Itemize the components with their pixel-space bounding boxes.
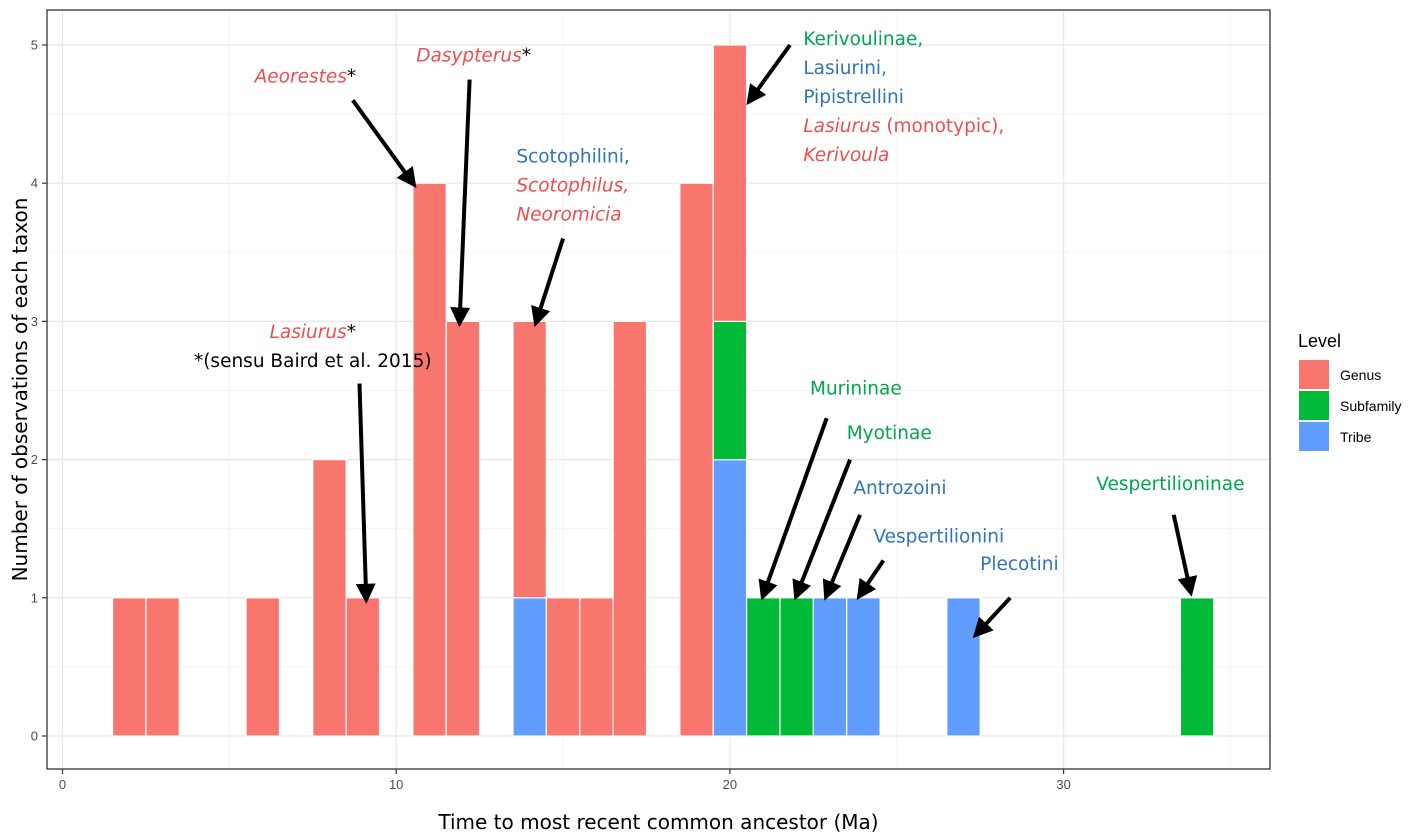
annotation-label: Plecotini — [980, 554, 1058, 575]
bar-genus-16 — [579, 597, 614, 737]
annotation-7: Antrozoini — [822, 478, 947, 601]
y-axis-ticks: 0 1 2 3 4 5 — [31, 38, 47, 744]
annotation-arrow — [351, 99, 417, 189]
annotation-arrow — [531, 237, 565, 328]
bar-genus-8 — [312, 459, 347, 737]
annotation-arrow — [758, 417, 829, 601]
annotation-arrow — [746, 43, 792, 106]
x-tick-label: 10 — [389, 777, 403, 792]
annotation-label: Scotophilus, — [516, 175, 629, 196]
x-tick-label: 20 — [723, 777, 737, 792]
bar-genus-17 — [612, 320, 648, 737]
y-tick-label: 2 — [31, 452, 38, 467]
annotation-label: Murininae — [810, 379, 902, 400]
bar-tribe-23 — [812, 597, 848, 737]
legend-label-subfamily: Subfamily — [1340, 398, 1401, 414]
bar-subfamily-22 — [779, 597, 814, 737]
annotation-label: Lasiurini, — [803, 58, 887, 79]
annotation-label: Myotinae — [847, 423, 932, 444]
annotation-5: Murininae — [758, 379, 902, 601]
bar-genus-20 — [712, 44, 748, 322]
annotation-6: Myotinae — [792, 423, 932, 601]
bar-tribe-24 — [846, 597, 881, 737]
annotation-arrow — [355, 383, 376, 604]
annotation-arrow — [792, 458, 852, 601]
bar-tribe-20 — [712, 459, 748, 737]
annotation-arrow — [822, 514, 862, 601]
annotation-arrow — [1171, 514, 1198, 597]
bar-subfamily-20 — [712, 320, 748, 461]
bar-genus-9 — [345, 597, 381, 737]
annotation-3: Scotophilini, Scotophilus, Neoromicia — [516, 146, 630, 328]
bar-genus-11 — [412, 182, 447, 737]
annotation-label: Vespertilioninae — [1096, 474, 1244, 495]
y-tick-label: 5 — [31, 38, 38, 53]
annotation-label: Dasypterus* — [416, 46, 531, 67]
annotation-label: Lasiurus (monotypic), — [803, 116, 1004, 137]
bar-tribe-14 — [512, 597, 547, 737]
legend-label-tribe: Tribe — [1340, 429, 1372, 445]
y-tick-label: 3 — [31, 314, 38, 329]
annotation-label: Lasiurus* — [270, 322, 356, 343]
bar-genus-2 — [111, 597, 147, 737]
annotation-arrow — [972, 596, 1012, 639]
annotation-label: Vespertilionini — [873, 527, 1004, 548]
annotation-label: Antrozoini — [853, 478, 946, 499]
x-axis-title: Time to most recent common ancestor (Ma) — [437, 810, 878, 834]
legend-title: Level — [1298, 331, 1341, 351]
annotation-arrow — [450, 79, 472, 328]
legend-key-subfamily — [1299, 391, 1329, 420]
bars — [111, 44, 1215, 737]
plot-panel — [47, 10, 1270, 769]
y-tick-label: 4 — [31, 176, 38, 191]
legend-key-genus — [1299, 360, 1329, 389]
annotation-label: Kerivoula — [803, 145, 889, 166]
annotation-label: *(sensu Baird et al. 2015) — [194, 351, 432, 372]
annotation-9: Plecotini — [972, 554, 1059, 639]
annotation-2: Lasiurus* *(sensu Baird et al. 2015) — [194, 322, 432, 604]
x-tick-label: 30 — [1056, 777, 1070, 792]
bar-genus-6 — [245, 597, 281, 737]
bar-genus-19 — [679, 182, 714, 737]
bar-genus-3 — [145, 597, 180, 737]
annotation-0: Aeorestes* — [254, 66, 417, 189]
plot-border — [46, 9, 1271, 770]
bar-tribe-27 — [946, 597, 981, 737]
y-axis-title: Number of observations of each taxon — [8, 198, 32, 582]
annotation-1: Dasypterus* — [416, 46, 531, 328]
bar-genus-14 — [512, 320, 547, 599]
annotation-8: Vespertilionini — [856, 527, 1004, 601]
annotation-10: Vespertilioninae — [1096, 474, 1245, 597]
annotations: Aeorestes* Dasypterus* Lasiurus* *(sensu Ba… — [194, 29, 1245, 639]
legend: Level Genus Subfamily Tribe — [1298, 331, 1401, 451]
y-tick-label: 1 — [31, 590, 38, 605]
legend-label-genus: Genus — [1340, 367, 1381, 383]
bar-subfamily-34 — [1179, 597, 1215, 737]
bar-genus-12 — [445, 320, 481, 737]
annotation-label: Scotophilini, — [516, 146, 629, 167]
annotation-arrow — [856, 559, 886, 601]
bar-genus-15 — [545, 597, 581, 737]
x-axis-ticks: 0 10 20 30 — [59, 769, 1071, 792]
annotation-label: Kerivoulinae, — [803, 29, 923, 50]
annotation-label: Aeorestes* — [254, 66, 357, 87]
annotation-label: Neoromicia — [516, 204, 621, 225]
y-tick-label: 0 — [31, 729, 38, 744]
legend-key-tribe — [1299, 422, 1329, 451]
annotation-4: Kerivoulinae, Lasiurini, Pipistrellini Lasi… — [746, 29, 1004, 166]
bar-subfamily-21 — [745, 597, 781, 737]
x-tick-label: 0 — [59, 777, 66, 792]
annotation-label: Pipistrellini — [803, 87, 904, 108]
